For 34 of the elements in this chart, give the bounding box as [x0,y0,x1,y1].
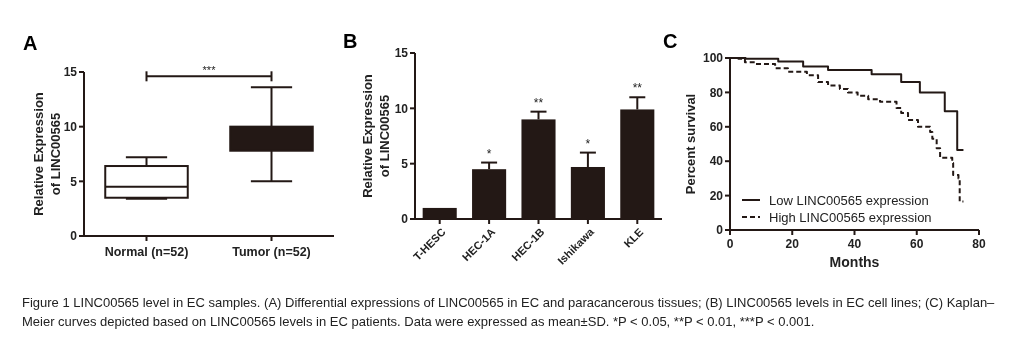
y-tick-label: 5 [70,174,78,189]
y-tick-label: 60 [709,120,724,134]
data-label: * [486,146,492,161]
y-tick-label: 20 [709,188,724,203]
x-axis-title: Months [829,254,880,270]
x-tick-label: 60 [910,237,924,251]
x-tick-label: 40 [847,237,862,251]
y-tick-label: 15 [394,46,409,61]
x-tick-label: 0 [726,237,734,251]
chart-title: A [23,32,38,54]
legend-label: High LINC00565 expression [769,209,932,225]
y-tick-label: 40 [709,154,724,169]
y-axis-title: Relative Expression of LINC00565 [30,92,63,216]
chart-title: B [343,30,358,52]
x-tick-label: 20 [785,237,800,251]
legend-label: Low LINC00565 expression [769,192,929,208]
y-tick-label: 100 [702,51,724,66]
data-label: ** [533,95,544,110]
data-label: ** [632,81,643,96]
y-tick-label: 15 [63,65,78,80]
annotation: *** [202,64,217,77]
x-tick-label: 80 [972,237,986,251]
y-tick-label: 10 [394,101,409,116]
chart-title: C [663,30,678,52]
caption: Figure 1 LINC00565 level in EC samples. (A) Differential expressions of LINC00565 in EC and paracancerous tissues; (B) LINC00565 levels in EC cell lines; (C) Kaplan–Meier curves depicted based on LINC00565 levels in EC patients. Data were expressed as mean±SD. *P < 0.05, **P < 0.01, ***P < 0.001. [22,295,995,329]
y-tick-label: 0 [401,212,409,227]
y-axis-title: Relative Expression of LINC00565 [359,74,392,198]
x-tick-label: Tumor (n=52) [232,245,311,259]
y-tick-label: 5 [401,156,409,171]
data-label: * [585,136,591,151]
x-tick-label: Normal (n=52) [104,245,189,259]
y-tick-label: 10 [63,119,78,134]
y-axis-title: Percent survival [682,93,698,195]
y-tick-label: 80 [709,85,724,100]
